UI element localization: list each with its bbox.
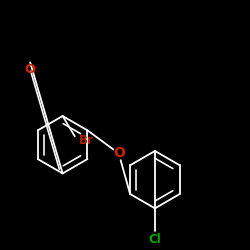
Text: Cl: Cl (148, 233, 161, 246)
Text: O: O (113, 146, 125, 160)
Text: Br: Br (79, 134, 94, 147)
Text: O: O (24, 63, 36, 76)
